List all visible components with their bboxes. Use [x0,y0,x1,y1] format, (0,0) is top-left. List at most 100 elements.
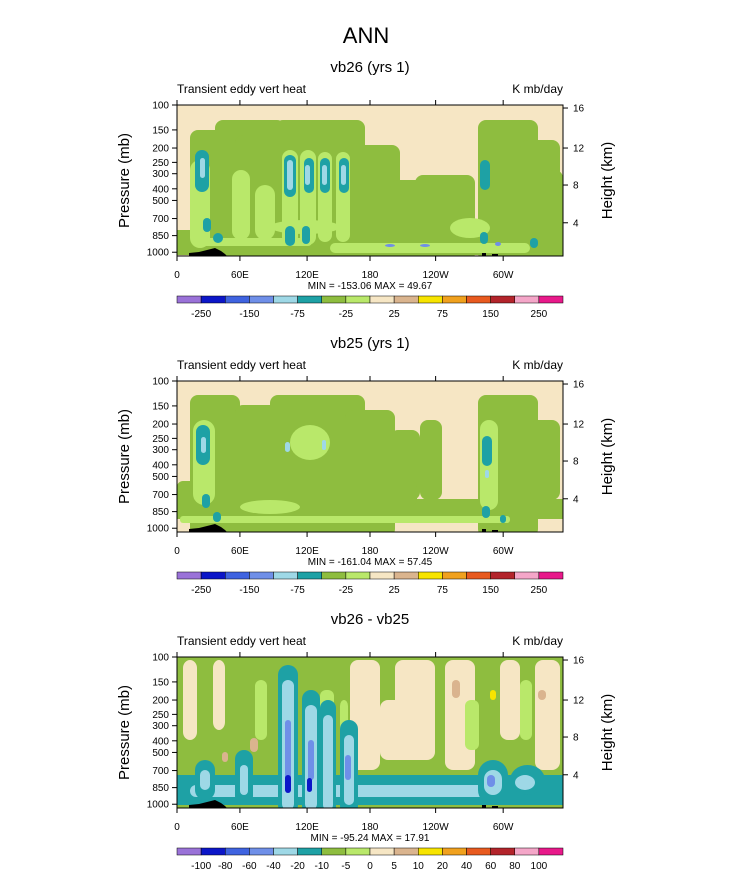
colorbar-label: -60 [242,861,257,872]
terrain [482,253,486,256]
y-tick-label: 400 [152,460,169,471]
colorbar-label: -150 [239,585,259,596]
y-right-tick-label: 16 [573,104,585,115]
colorbar-label: 80 [509,861,521,872]
colorbar-swatch [538,295,564,304]
y-tick-label: 850 [152,783,169,794]
y-right-tick-label: 8 [573,457,579,468]
x-tick-label: 120E [295,822,319,833]
colorbar-swatch [466,847,491,856]
colorbar-swatch [514,295,540,304]
y-axis-label: Pressure (mb) [116,409,133,504]
colorbar-swatch [225,295,250,304]
colorbar-label: 100 [531,861,548,872]
contour-band [520,680,532,740]
colorbar-swatch [466,295,491,304]
panel-units: K mb/day [512,82,563,96]
terrain [189,800,227,808]
y-tick-label: 300 [152,721,169,732]
colorbar-swatch [345,295,371,304]
contour-band [285,720,291,780]
colorbar-swatch [321,571,347,580]
colorbar-swatch [490,295,515,304]
colorbar-swatch [321,295,347,304]
contour-band [285,775,291,793]
y-axis-label: Pressure (mb) [116,685,133,780]
colorbar-swatch [176,571,202,580]
colorbar-swatch [345,847,371,856]
colorbar-swatch [225,571,250,580]
y-tick-label: 700 [152,214,169,225]
contour-band [530,420,560,500]
colorbar-swatch [393,847,419,856]
contour-band [420,244,430,247]
colorbar-swatch [442,847,467,856]
contour-band [515,775,535,790]
colorbar-label: 60 [485,861,497,872]
contour-band [420,420,442,500]
contour-band [480,160,490,190]
x-tick-label: 0 [174,546,180,557]
colorbar-label: 40 [461,861,473,872]
contour-band [465,700,479,750]
contour-band [285,226,295,246]
terrain [492,806,498,808]
contour-band [287,160,293,190]
contour-band [450,218,490,238]
contour-band [500,515,506,523]
y-right-tick-label: 16 [573,380,585,391]
contour-band [323,715,333,808]
contour-band [201,437,206,453]
colorbar-swatch [442,295,467,304]
y-tick-label: 700 [152,490,169,501]
colorbar-swatch [297,295,322,304]
colorbar-swatch [466,571,491,580]
colorbar-label: 0 [367,861,373,872]
y-right-tick-label: 12 [573,144,585,155]
contour-band [200,770,210,790]
contour-field [177,657,563,808]
colorbar-label: 250 [531,309,548,320]
x-tick-label: 120W [423,546,450,557]
contour-band [305,165,310,185]
y-tick-label: 850 [152,507,169,518]
x-tick-label: 60W [493,822,514,833]
y-axis-label: Pressure (mb) [116,133,133,228]
y-right-tick-label: 4 [573,218,579,229]
contour-band [538,690,546,700]
colorbar-label: 75 [437,309,449,320]
y-tick-label: 150 [152,677,169,688]
colorbar-swatch [297,571,322,580]
panel: vb26 - vb25 Transient eddy vert heat K mb/… [116,611,616,872]
contour-band [290,425,330,460]
colorbar-label: 75 [437,585,449,596]
x-tick-label: 60W [493,546,514,557]
contour-band [250,738,258,752]
panel: vb25 (yrs 1) Transient eddy vert heat K mb… [116,335,616,596]
y-tick-label: 500 [152,748,169,759]
y-tick-label: 250 [152,158,169,169]
colorbar-label: -100 [191,861,211,872]
colorbar-label: -20 [290,861,305,872]
panel-units: K mb/day [512,358,563,372]
panel-left-label: Transient eddy vert heat [177,634,307,648]
x-tick-label: 120E [295,546,319,557]
contour-band [213,233,223,243]
contour-band [330,243,530,253]
colorbar-swatch [442,571,467,580]
colorbar-swatch [273,571,298,580]
figure-title: ANN [343,23,389,48]
colorbar-swatch [393,571,419,580]
colorbar-swatch [490,571,515,580]
contour-band [240,500,300,514]
colorbar-swatch [490,847,515,856]
contour-band [177,481,417,506]
y-tick-label: 300 [152,169,169,180]
x-tick-label: 120W [423,270,450,281]
colorbar-swatch [297,847,322,856]
colorbar-swatch [200,295,226,304]
y-tick-label: 1000 [147,524,170,535]
contour-band [255,680,267,740]
contour-band [452,680,460,698]
